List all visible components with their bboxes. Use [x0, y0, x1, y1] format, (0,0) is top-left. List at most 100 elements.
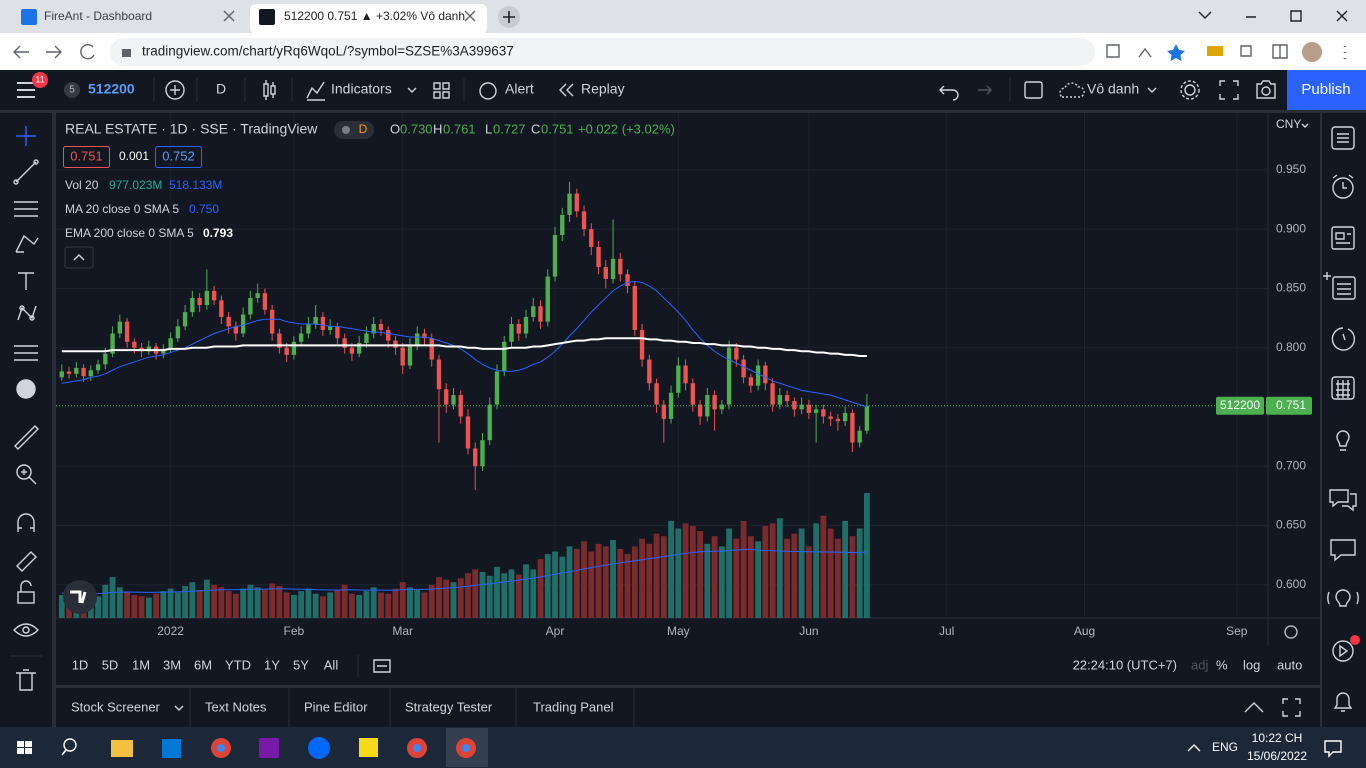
option-log[interactable]: log [1243, 657, 1260, 672]
tray-chevron[interactable] [1187, 744, 1201, 752]
panel-tab[interactable]: Pine Editor [304, 699, 368, 714]
range-button[interactable]: YTD [225, 657, 251, 672]
volume-bar [283, 592, 290, 618]
volume-bar [399, 582, 406, 618]
range-button[interactable]: All [324, 657, 339, 672]
range-button[interactable]: 3M [163, 657, 181, 672]
templates-icon[interactable] [433, 82, 450, 99]
symbol[interactable]: 512200 [88, 81, 135, 97]
volume-bar [573, 548, 580, 618]
profile[interactable] [1302, 42, 1322, 62]
snapshot-icon[interactable] [1256, 80, 1276, 99]
volume-bar [711, 536, 718, 618]
replay-button[interactable]: Replay [581, 81, 625, 97]
range-button[interactable]: 6M [194, 657, 212, 672]
volume-bar [689, 525, 696, 618]
clock[interactable]: 22:24:10 (UTC+7) [1073, 657, 1177, 672]
omnibox-icons[interactable] [1106, 44, 1152, 58]
panel-tab[interactable]: Stock Screener [71, 699, 161, 714]
replay-icon[interactable] [559, 83, 574, 97]
chevron[interactable] [407, 87, 417, 93]
panel-controls[interactable] [1244, 698, 1301, 717]
taskbar-store[interactable] [162, 739, 181, 758]
tab[interactable] [10, 4, 246, 33]
publish-button[interactable]: Publish [1301, 81, 1350, 98]
menu-icon[interactable] [17, 82, 35, 98]
taskbar-explorer[interactable] [111, 740, 133, 757]
currency[interactable]: CNY [1276, 117, 1301, 131]
clock-time[interactable]: 10:22 CH [1252, 731, 1303, 745]
action-center[interactable] [1324, 740, 1342, 758]
drawing-tools[interactable] [13, 126, 39, 691]
candle-body [487, 404, 492, 441]
layout-name[interactable]: Vô danh [1087, 81, 1139, 97]
ohlc-value: 0.751 [541, 121, 574, 136]
start-button[interactable] [17, 741, 32, 754]
fullscreen-icon[interactable] [1219, 80, 1239, 100]
option-auto[interactable]: auto [1277, 657, 1302, 672]
chevron[interactable] [1147, 87, 1157, 93]
sidebar-icons[interactable] [1323, 126, 1359, 712]
candle-body [647, 359, 652, 384]
chevron[interactable] [1301, 123, 1309, 128]
sell-box[interactable] [63, 146, 110, 168]
indicators-button[interactable]: Indicators [331, 81, 392, 97]
clock-date[interactable]: 15/06/2022 [1247, 749, 1307, 763]
window-controls[interactable] [1198, 10, 1348, 22]
language[interactable]: ENG [1212, 740, 1238, 754]
range-button[interactable]: 1M [132, 657, 150, 672]
volume-bar [334, 589, 341, 618]
volume-bar [849, 536, 856, 618]
extension[interactable] [1207, 46, 1223, 56]
taskbar-onenote[interactable] [259, 738, 279, 758]
indicators-icon[interactable] [306, 81, 325, 101]
option-adj[interactable]: adj [1191, 657, 1208, 672]
range-button[interactable]: 1Y [264, 657, 280, 672]
range-button[interactable]: 5Y [293, 657, 309, 672]
candle-body [610, 258, 616, 279]
interval[interactable]: D [216, 81, 226, 97]
layout-icon[interactable] [1024, 81, 1043, 99]
publish-button-bg[interactable] [1287, 70, 1366, 110]
alert-icon[interactable] [479, 82, 497, 100]
tab-close[interactable] [464, 10, 476, 22]
chevron[interactable] [174, 705, 184, 711]
collapse-button[interactable] [64, 246, 94, 269]
panel-tab[interactable]: Trading Panel [533, 699, 614, 714]
candle-body [451, 395, 456, 405]
chrome-center [413, 744, 421, 752]
candle-body [473, 448, 478, 467]
buy-box[interactable] [155, 146, 202, 168]
bookmark-star[interactable] [1167, 44, 1185, 61]
candle-body [407, 345, 413, 366]
range-button[interactable]: 1D [72, 657, 89, 672]
top-toolbar [0, 70, 1366, 110]
taskbar-sticky-notes[interactable] [359, 738, 378, 757]
axis-settings[interactable] [1284, 625, 1298, 639]
omnibox[interactable] [110, 38, 1095, 66]
alert-button[interactable]: Alert [505, 81, 534, 97]
panel-tab[interactable]: Text Notes [205, 699, 267, 714]
tab-close[interactable] [223, 10, 235, 22]
candle-body [755, 365, 761, 386]
settings-icon[interactable] [1184, 84, 1196, 96]
candle-body [618, 258, 623, 275]
snapshot-lens [1261, 86, 1271, 96]
extension-icons[interactable] [1240, 44, 1288, 59]
sell-price: 0.751 [70, 148, 103, 163]
option-percent[interactable]: % [1216, 657, 1228, 672]
candle-body [458, 395, 463, 417]
range-button[interactable]: 5D [102, 657, 119, 672]
tab-active[interactable] [250, 4, 487, 34]
taskbar-zalo[interactable] [308, 737, 330, 759]
compare-icon[interactable] [165, 80, 185, 100]
chart-type-icon[interactable] [263, 80, 276, 100]
panel-tab[interactable]: Strategy Tester [405, 699, 493, 714]
redo-icon[interactable] [978, 85, 992, 95]
volume-bar [784, 538, 791, 618]
undo-icon[interactable] [939, 85, 959, 101]
nav-buttons[interactable] [13, 44, 95, 60]
date-range-icon[interactable] [373, 659, 391, 673]
ohlc-key: H [433, 121, 442, 136]
search-button[interactable] [63, 738, 77, 752]
